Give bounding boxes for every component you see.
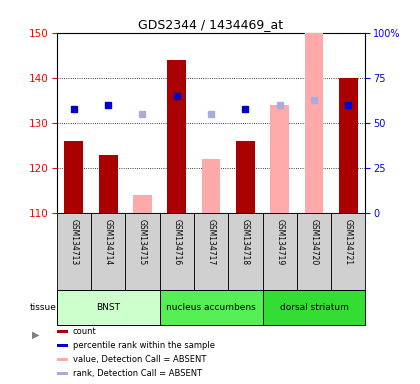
Bar [160, 290, 262, 324]
Text: GSM134715: GSM134715 [138, 220, 147, 266]
Text: GSM134713: GSM134713 [69, 220, 79, 266]
Bar [57, 344, 68, 347]
Bar [57, 372, 68, 375]
Text: tissue: tissue [30, 303, 57, 312]
Bar [297, 214, 331, 290]
Bar [194, 214, 228, 290]
Text: value, Detection Call = ABSENT: value, Detection Call = ABSENT [73, 355, 206, 364]
Bar [270, 105, 289, 214]
Text: BNST: BNST [96, 303, 120, 312]
Text: GSM134720: GSM134720 [310, 220, 318, 266]
Text: GSM134719: GSM134719 [275, 220, 284, 266]
Text: dorsal striatum: dorsal striatum [280, 303, 348, 312]
Text: percentile rank within the sample: percentile rank within the sample [73, 341, 215, 350]
Bar [339, 78, 358, 214]
Title: GDS2344 / 1434469_at: GDS2344 / 1434469_at [139, 18, 284, 31]
Bar [331, 214, 365, 290]
Text: nucleus accumbens: nucleus accumbens [166, 303, 256, 312]
Text: GSM134721: GSM134721 [344, 220, 353, 266]
Bar [57, 290, 160, 324]
Bar [57, 214, 91, 290]
Text: GSM134714: GSM134714 [104, 220, 113, 266]
Bar [99, 155, 118, 214]
Bar [125, 214, 160, 290]
Bar [202, 159, 220, 214]
Text: GSM134716: GSM134716 [172, 220, 181, 266]
Bar [57, 358, 68, 361]
Bar [304, 33, 323, 214]
Bar [262, 214, 297, 290]
Text: ▶: ▶ [32, 330, 39, 340]
Bar [228, 214, 262, 290]
Bar [57, 329, 68, 333]
Text: count: count [73, 327, 97, 336]
Bar [133, 195, 152, 214]
Bar [64, 141, 83, 214]
Text: GSM134717: GSM134717 [207, 220, 215, 266]
Bar [160, 214, 194, 290]
Bar [236, 141, 255, 214]
Bar [91, 214, 125, 290]
Text: rank, Detection Call = ABSENT: rank, Detection Call = ABSENT [73, 369, 202, 378]
Text: GSM134718: GSM134718 [241, 220, 250, 266]
Bar [167, 60, 186, 214]
Bar [262, 290, 365, 324]
